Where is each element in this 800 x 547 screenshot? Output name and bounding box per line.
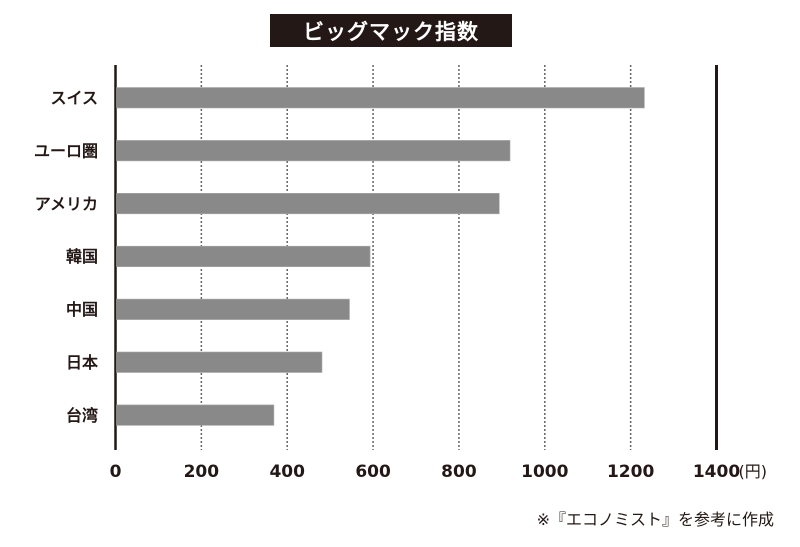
x-unit-label: (円) <box>739 462 768 481</box>
category-label: スイス <box>50 89 98 108</box>
bar-5 <box>116 351 323 373</box>
x-tick-label: 800 <box>441 462 477 482</box>
category-label: 日本 <box>66 353 98 372</box>
bar-6 <box>116 404 275 426</box>
source-note: ※『エコノミスト』を参考に作成 <box>536 510 774 529</box>
chart-title: ビッグマック指数 <box>270 14 512 47</box>
bar-0 <box>116 87 645 109</box>
x-tick-label: 200 <box>184 462 220 482</box>
x-tick-label: 1200 <box>607 462 654 482</box>
x-tick-label: 600 <box>355 462 391 482</box>
category-label: 中国 <box>66 300 98 319</box>
bar-4 <box>116 298 350 320</box>
x-tick-label: 1400 <box>693 462 740 482</box>
x-tick-label: 0 <box>110 462 122 482</box>
bar-1 <box>116 140 511 162</box>
category-label: 韓国 <box>66 247 98 266</box>
bar-3 <box>116 245 371 267</box>
category-label: 台湾 <box>66 406 98 425</box>
x-tick-label: 400 <box>269 462 305 482</box>
category-label: ユーロ圏 <box>34 141 98 160</box>
bar-2 <box>116 193 500 215</box>
x-tick-label: 1000 <box>521 462 568 482</box>
category-label: アメリカ <box>35 194 98 213</box>
